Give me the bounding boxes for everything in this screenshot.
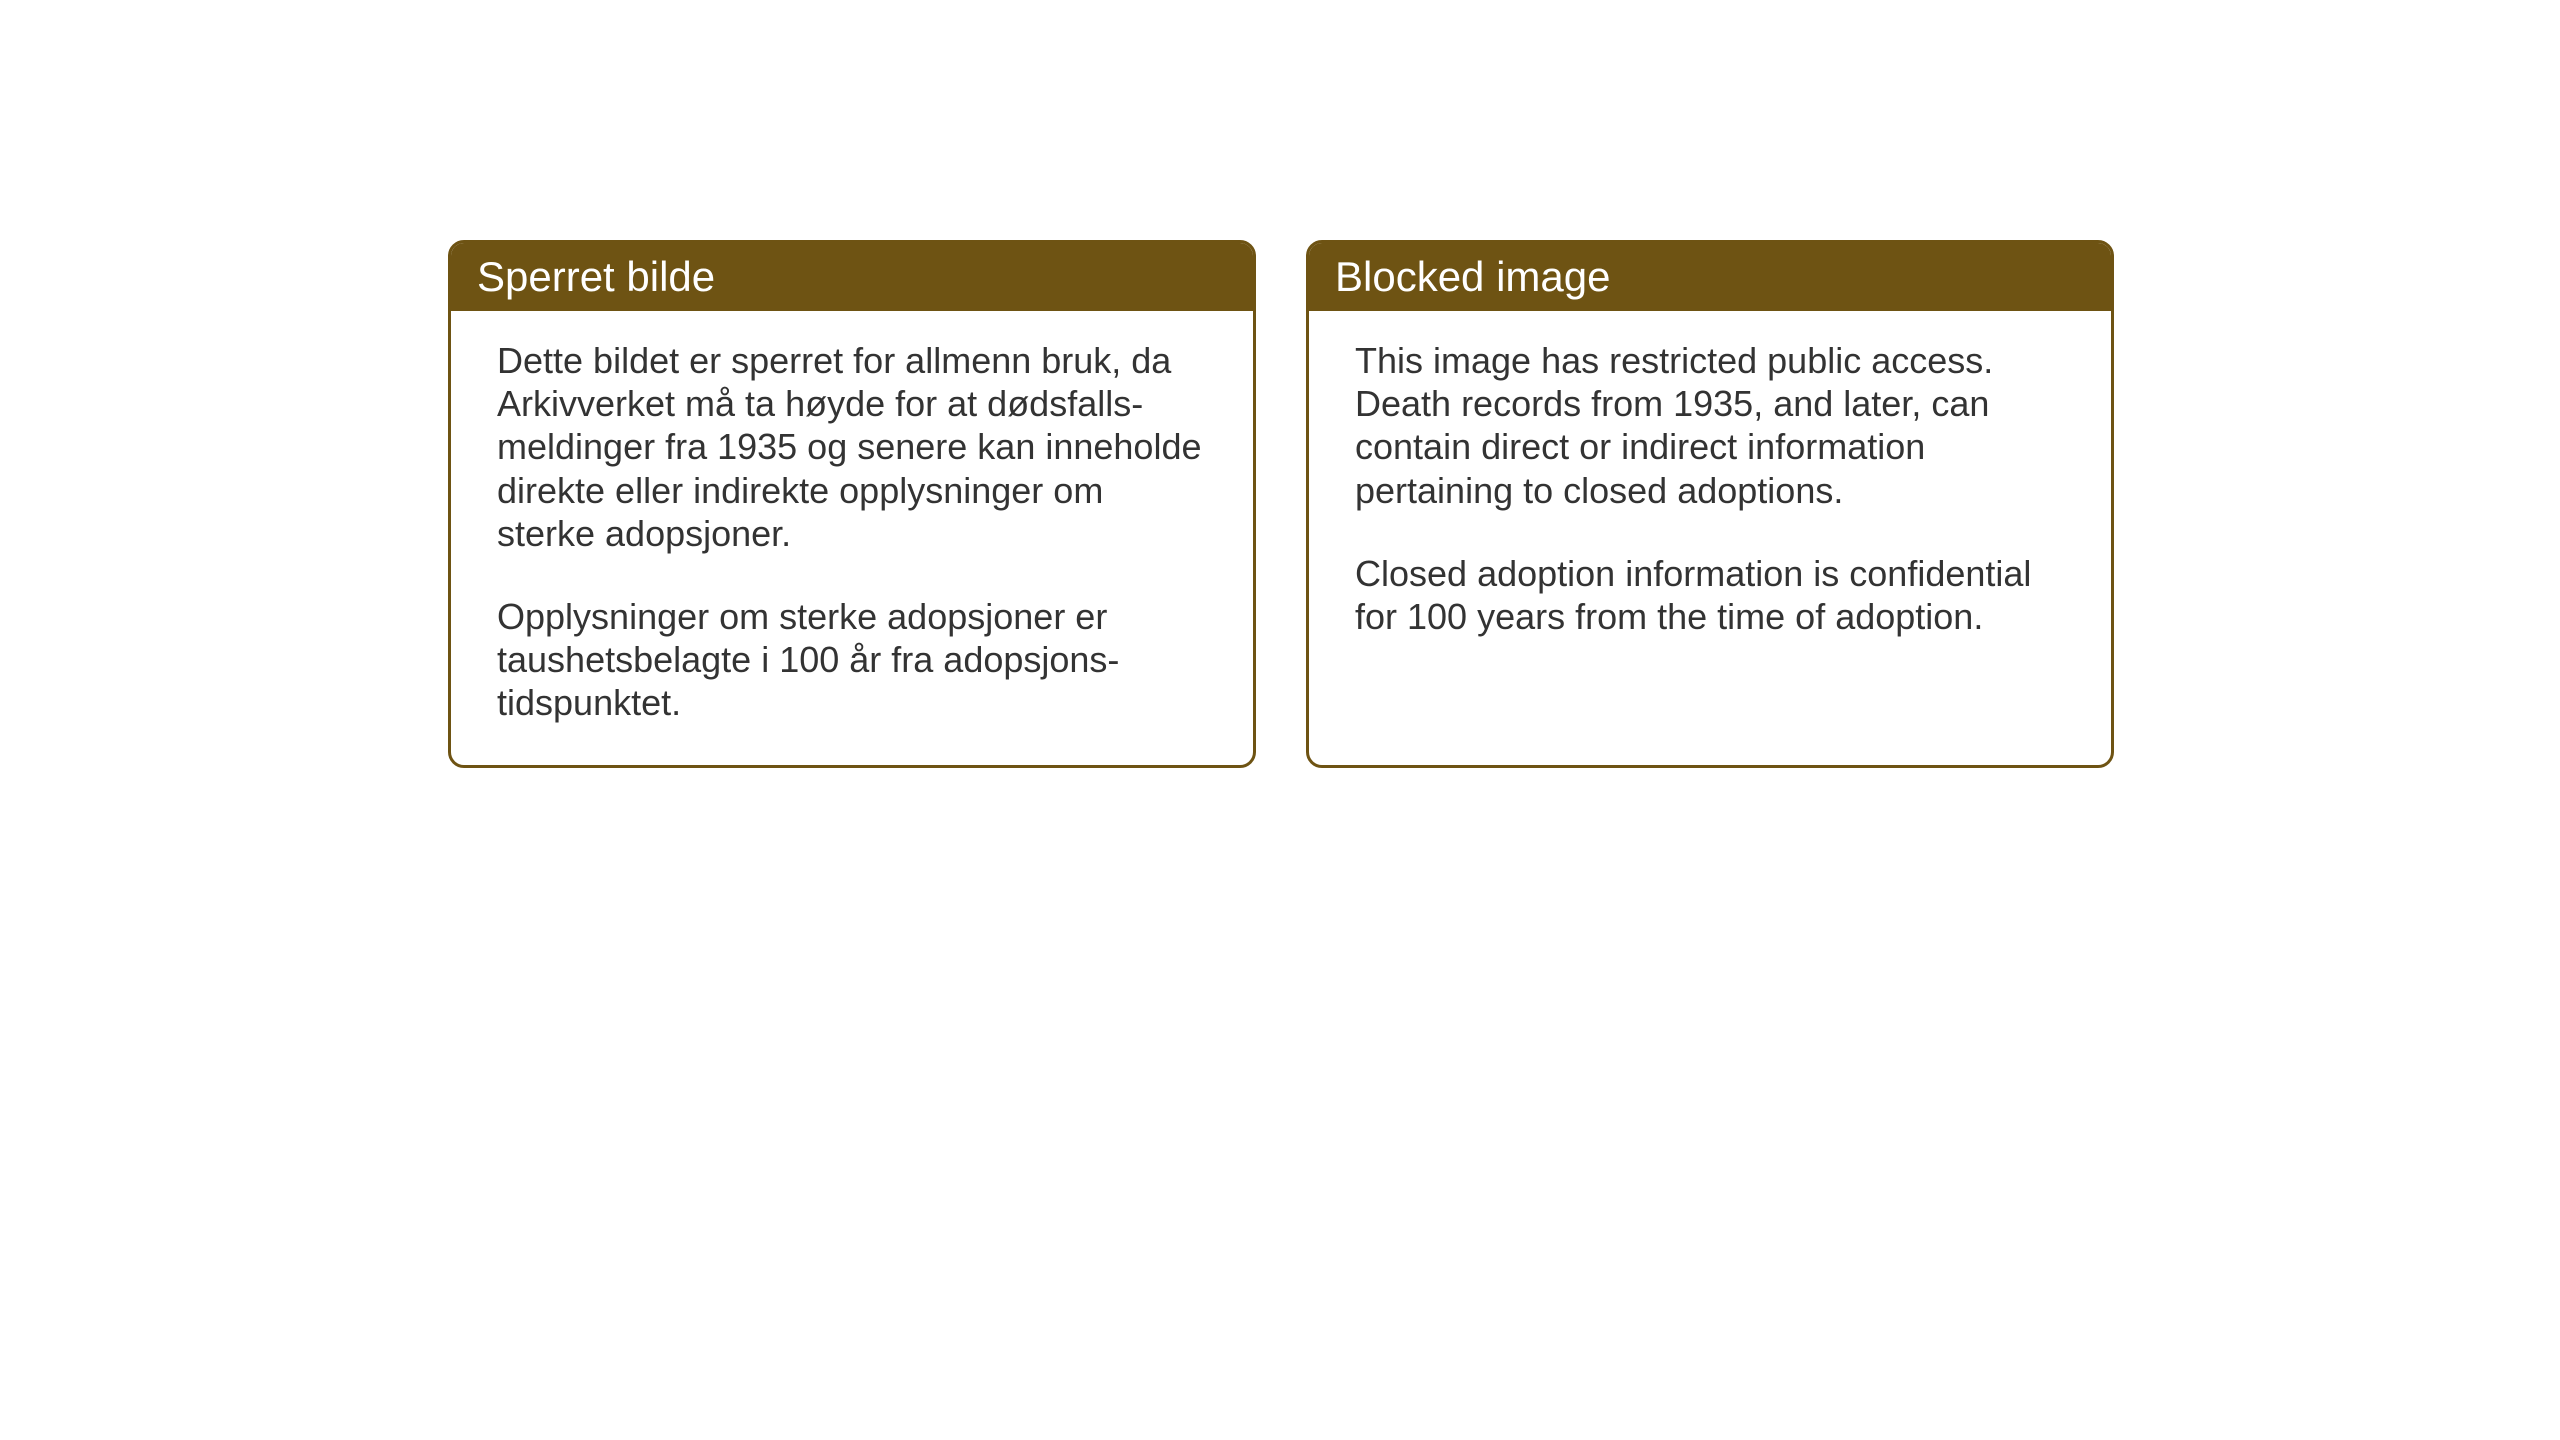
card-header-norwegian: Sperret bilde [451,243,1253,311]
card-paragraph-english-2: Closed adoption information is confident… [1355,552,2065,638]
notice-card-norwegian: Sperret bilde Dette bildet er sperret fo… [448,240,1256,768]
card-body-norwegian: Dette bildet er sperret for allmenn bruk… [451,311,1253,765]
card-title-english: Blocked image [1335,253,1610,300]
card-title-norwegian: Sperret bilde [477,253,715,300]
notice-container: Sperret bilde Dette bildet er sperret fo… [448,240,2114,768]
card-body-english: This image has restricted public access.… [1309,311,2111,678]
card-header-english: Blocked image [1309,243,2111,311]
notice-card-english: Blocked image This image has restricted … [1306,240,2114,768]
card-paragraph-english-1: This image has restricted public access.… [1355,339,2065,512]
card-paragraph-norwegian-2: Opplysninger om sterke adopsjoner er tau… [497,595,1207,725]
card-paragraph-norwegian-1: Dette bildet er sperret for allmenn bruk… [497,339,1207,555]
